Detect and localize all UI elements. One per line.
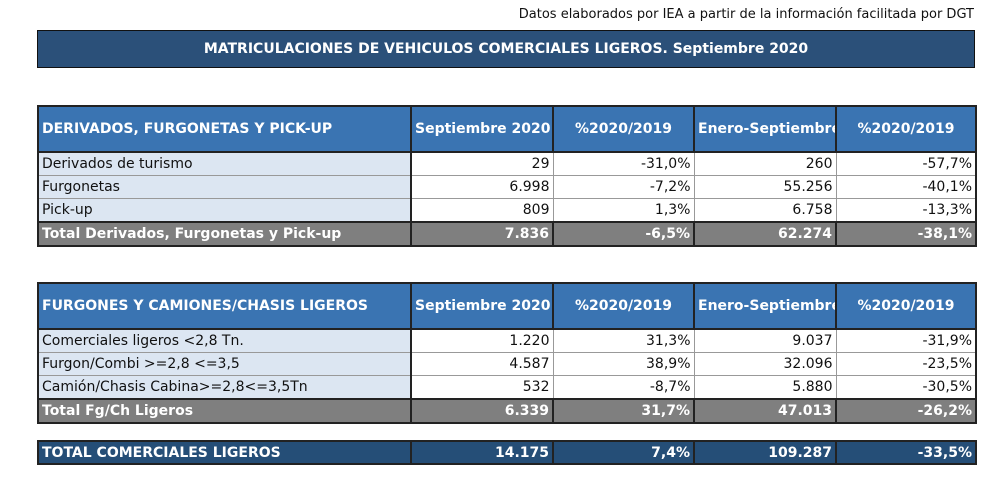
cell-value: 809: [410, 198, 554, 223]
total-row: Total Fg/Ch Ligeros 6.339 31,7% 47.013 -26,2…: [37, 398, 977, 424]
cell-value: 1.220: [410, 328, 554, 353]
row-label: Total Fg/Ch Ligeros: [37, 398, 412, 424]
table-grand-total: TOTAL COMERCIALES LIGEROS 14.175 7,4% 109.2…: [37, 440, 977, 465]
cell-value: %2020/2019: [835, 282, 977, 330]
row-label: Pick-up: [37, 198, 412, 223]
row-label: DERIVADOS, FURGONETAS Y PICK-UP: [37, 105, 412, 153]
row-label: FURGONES Y CAMIONES/CHASIS LIGEROS: [37, 282, 412, 330]
cell-value: 55.256: [693, 175, 837, 199]
table-row: Comerciales ligeros <2,8 Tn. 1.220 31,3% 9.…: [37, 328, 977, 353]
cell-value: Septiembre 2020: [410, 282, 554, 330]
cell-value: Enero-Septiembre 2020: [693, 105, 837, 153]
cell-value: 1,3%: [552, 198, 695, 223]
table-derivados: DERIVADOS, FURGONETAS Y PICK-UP Septiembr…: [37, 105, 977, 247]
cell-value: -33,5%: [835, 440, 977, 465]
cell-value: 7.836: [410, 221, 554, 247]
cell-value: 31,7%: [552, 398, 695, 424]
row-label: Derivados de turismo: [37, 151, 412, 176]
cell-value: 6.758: [693, 198, 837, 223]
cell-value: 6.339: [410, 398, 554, 424]
cell-value: 532: [410, 375, 554, 400]
cell-value: 5.880: [693, 375, 837, 400]
source-note: Datos elaborados por IEA a partir de la …: [518, 7, 974, 22]
cell-value: -31,0%: [552, 151, 695, 176]
table-row: Camión/Chasis Cabina>=2,8<=3,5Tn 532 -8,7%…: [37, 375, 977, 400]
cell-value: 109.287: [693, 440, 837, 465]
table-header: DERIVADOS, FURGONETAS Y PICK-UP Septiembr…: [37, 105, 977, 153]
cell-value: -30,5%: [835, 375, 977, 400]
cell-value: -26,2%: [835, 398, 977, 424]
table-furgones: FURGONES Y CAMIONES/CHASIS LIGEROS Septie…: [37, 282, 977, 424]
table-header: FURGONES Y CAMIONES/CHASIS LIGEROS Septie…: [37, 282, 977, 330]
cell-value: -38,1%: [835, 221, 977, 247]
cell-value: %2020/2019: [835, 105, 977, 153]
cell-value: 29: [410, 151, 554, 176]
cell-value: 38,9%: [552, 352, 695, 376]
cell-value: -13,3%: [835, 198, 977, 223]
cell-value: -6,5%: [552, 221, 695, 247]
table-row: Furgon/Combi >=2,8 <=3,5 4.587 38,9% 32.096…: [37, 352, 977, 376]
cell-value: 31,3%: [552, 328, 695, 353]
cell-value: Septiembre 2020: [410, 105, 554, 153]
cell-value: 32.096: [693, 352, 837, 376]
row-label: TOTAL COMERCIALES LIGEROS: [37, 440, 412, 465]
cell-value: 62.274: [693, 221, 837, 247]
cell-value: 14.175: [410, 440, 554, 465]
cell-value: %2020/2019: [552, 105, 695, 153]
cell-value: 4.587: [410, 352, 554, 376]
cell-value: Enero-Septiembre 2020: [693, 282, 837, 330]
cell-value: -7,2%: [552, 175, 695, 199]
cell-value: 9.037: [693, 328, 837, 353]
cell-value: -31,9%: [835, 328, 977, 353]
cell-value: 260: [693, 151, 837, 176]
table-row: Pick-up 809 1,3% 6.758 -13,3%: [37, 198, 977, 223]
cell-value: -8,7%: [552, 375, 695, 400]
cell-value: -57,7%: [835, 151, 977, 176]
cell-value: 6.998: [410, 175, 554, 199]
cell-value: 47.013: [693, 398, 837, 424]
cell-value: -23,5%: [835, 352, 977, 376]
row-label: Total Derivados, Furgonetas y Pick-up: [37, 221, 412, 247]
grand-total-row: TOTAL COMERCIALES LIGEROS 14.175 7,4% 109.2…: [37, 440, 977, 465]
cell-value: -40,1%: [835, 175, 977, 199]
cell-value: 7,4%: [552, 440, 695, 465]
row-label: Camión/Chasis Cabina>=2,8<=3,5Tn: [37, 375, 412, 400]
table-row: Furgonetas 6.998 -7,2% 55.256 -40,1%: [37, 175, 977, 199]
page-title: MATRICULACIONES DE VEHICULOS COMERCIALES…: [37, 30, 975, 68]
row-label: Furgonetas: [37, 175, 412, 199]
total-row: Total Derivados, Furgonetas y Pick-up 7.8…: [37, 221, 977, 247]
row-label: Comerciales ligeros <2,8 Tn.: [37, 328, 412, 353]
row-label: Furgon/Combi >=2,8 <=3,5: [37, 352, 412, 376]
table-row: Derivados de turismo 29 -31,0% 260 -57,7%: [37, 151, 977, 176]
cell-value: %2020/2019: [552, 282, 695, 330]
